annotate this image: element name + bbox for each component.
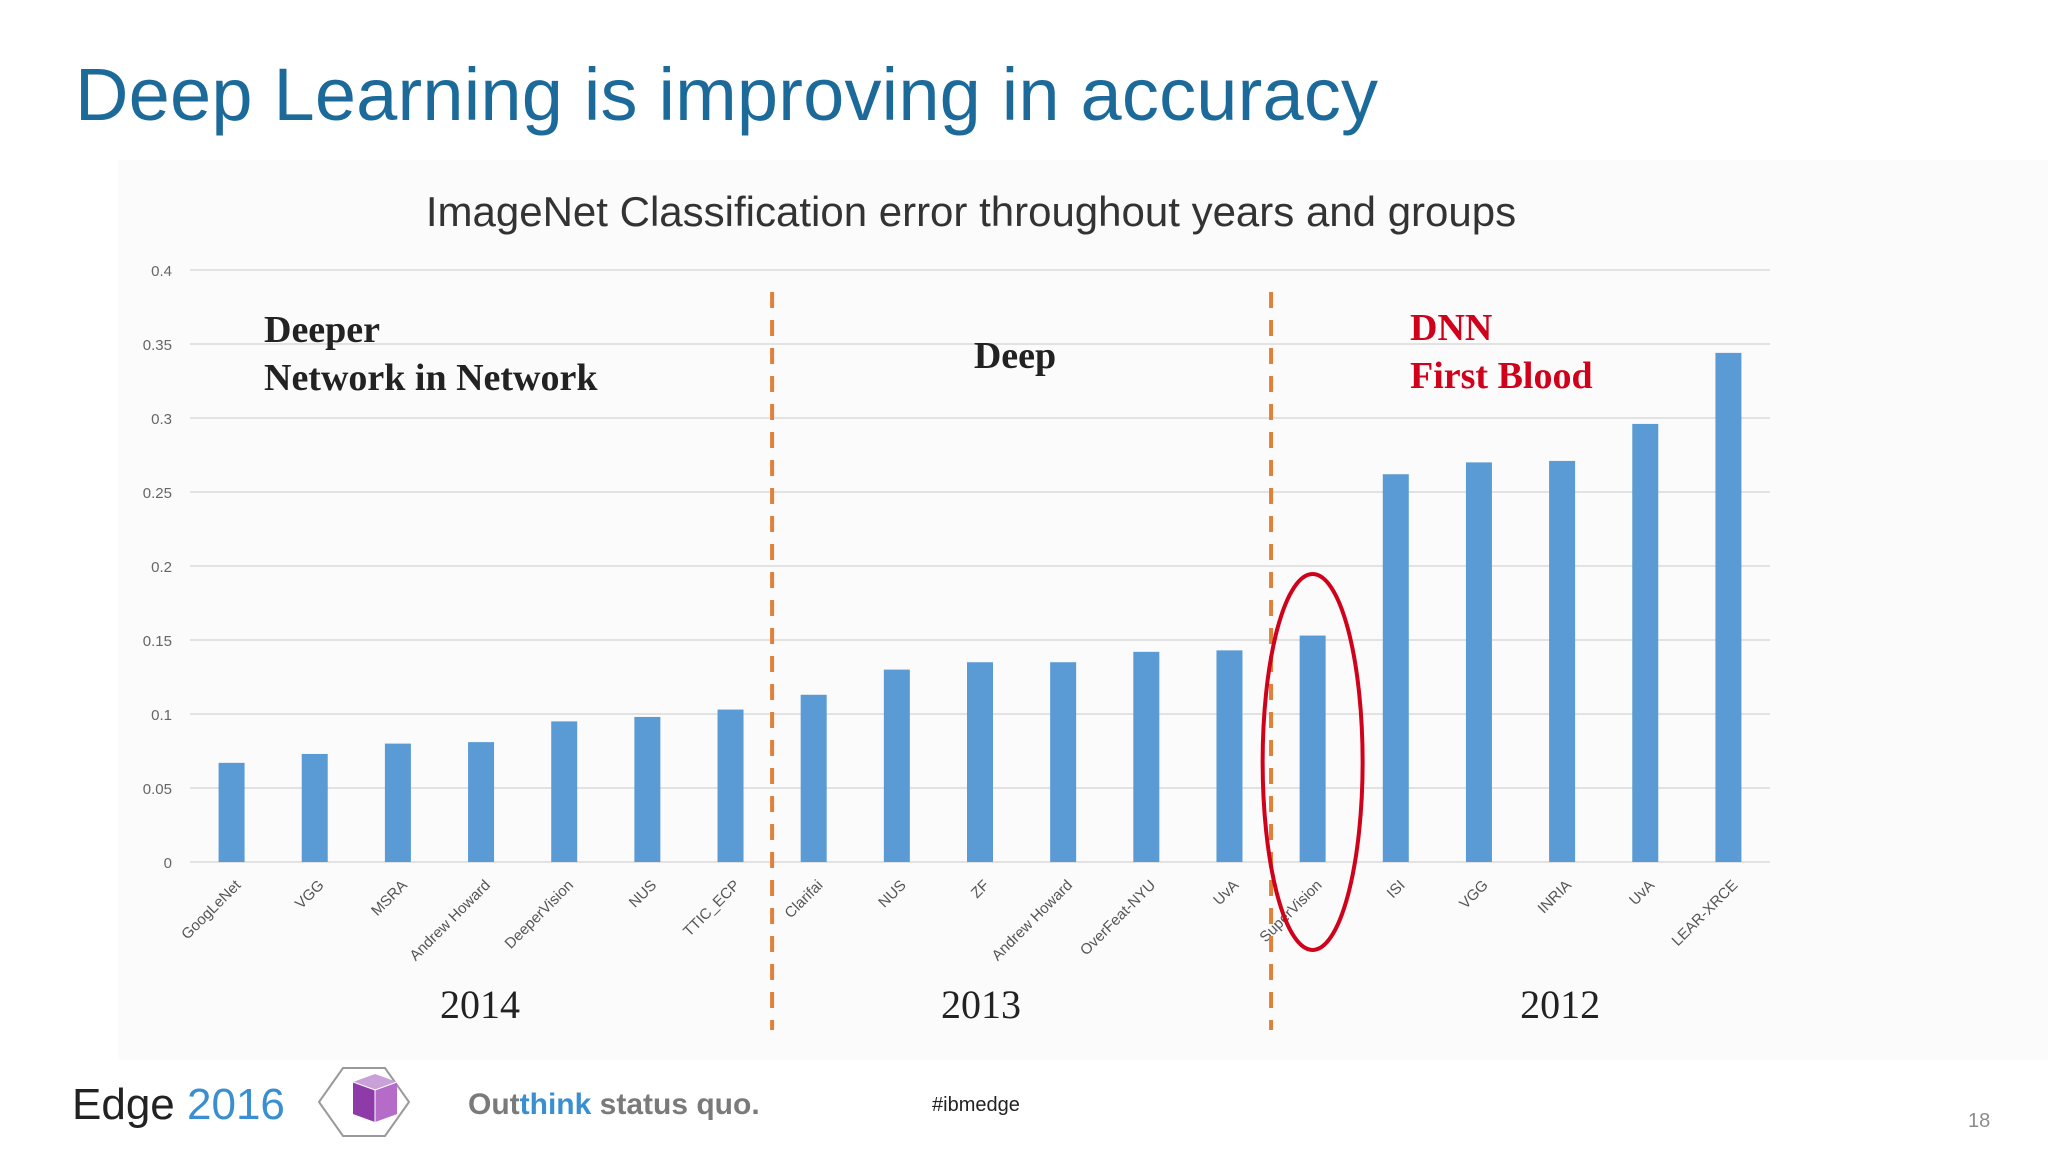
bar bbox=[1133, 651, 1160, 862]
bar bbox=[1715, 352, 1742, 862]
tagline-rest: status quo. bbox=[591, 1088, 760, 1121]
group-label: Deeper bbox=[264, 309, 380, 351]
footer-tagline: Outthink status quo. bbox=[468, 1088, 760, 1122]
bar bbox=[551, 721, 578, 862]
group-label: DNN bbox=[1410, 307, 1492, 349]
bar bbox=[967, 662, 993, 862]
y-tick-label: 0.2 bbox=[151, 559, 172, 576]
group-year-label: 2014 bbox=[440, 982, 520, 1027]
highlight-annotation bbox=[1260, 572, 1365, 952]
bar bbox=[218, 762, 245, 862]
y-tick-label: 0.35 bbox=[143, 337, 172, 354]
group-year-label: 2013 bbox=[941, 982, 1021, 1027]
footer-brand: Edge 2016 bbox=[72, 1080, 285, 1130]
bar bbox=[1465, 462, 1492, 862]
page-number: 18 bbox=[1968, 1110, 1991, 1132]
y-axis-ticks: 0 0.05 0.1 0.15 0.2 0.25 0.3 0.35 0.4 bbox=[143, 263, 172, 872]
group-year-label: 2012 bbox=[1520, 982, 1600, 1027]
footer-hashtag: #ibmedge bbox=[932, 1094, 1020, 1116]
bar bbox=[1632, 423, 1659, 862]
bar bbox=[384, 743, 411, 862]
bars bbox=[218, 352, 1742, 862]
footer-brand-name: Edge bbox=[72, 1080, 175, 1129]
bar bbox=[1216, 650, 1243, 862]
bar bbox=[1050, 662, 1077, 862]
group-label: Deep bbox=[974, 335, 1056, 377]
bar bbox=[301, 753, 328, 862]
y-tick-label: 0.4 bbox=[151, 263, 172, 280]
chart-background bbox=[118, 160, 2048, 1060]
bar bbox=[717, 709, 744, 862]
y-tick-label: 0.3 bbox=[151, 411, 172, 428]
chart: ImageNet Classification error throughout… bbox=[118, 160, 2048, 1060]
bar bbox=[1299, 635, 1326, 862]
bar bbox=[468, 742, 495, 862]
cube-logo-icon bbox=[317, 1067, 411, 1137]
group-label: First Blood bbox=[1410, 355, 1593, 397]
y-tick-label: 0.25 bbox=[143, 485, 172, 502]
tagline-accent: think bbox=[519, 1088, 592, 1121]
bar bbox=[1549, 460, 1576, 862]
bar bbox=[1382, 474, 1409, 862]
bar bbox=[883, 669, 910, 862]
highlight-ellipse bbox=[1260, 572, 1365, 952]
y-tick-label: 0 bbox=[164, 855, 172, 872]
group-labels: Deeper Network in Network 2014 Deep 2013 DNN F… bbox=[264, 307, 1600, 1027]
footer-brand-year: 2016 bbox=[187, 1080, 285, 1129]
slide-title: Deep Learning is improving in accuracy bbox=[75, 53, 1379, 136]
y-tick-label: 0.1 bbox=[151, 707, 172, 724]
tagline-prefix: Out bbox=[468, 1088, 520, 1121]
bar bbox=[800, 694, 827, 862]
y-tick-label: 0.15 bbox=[143, 633, 172, 650]
y-tick-label: 0.05 bbox=[143, 781, 172, 798]
group-label: Network in Network bbox=[264, 357, 598, 399]
chart-title: ImageNet Classification error throughout… bbox=[426, 188, 1516, 235]
bar bbox=[634, 716, 661, 862]
